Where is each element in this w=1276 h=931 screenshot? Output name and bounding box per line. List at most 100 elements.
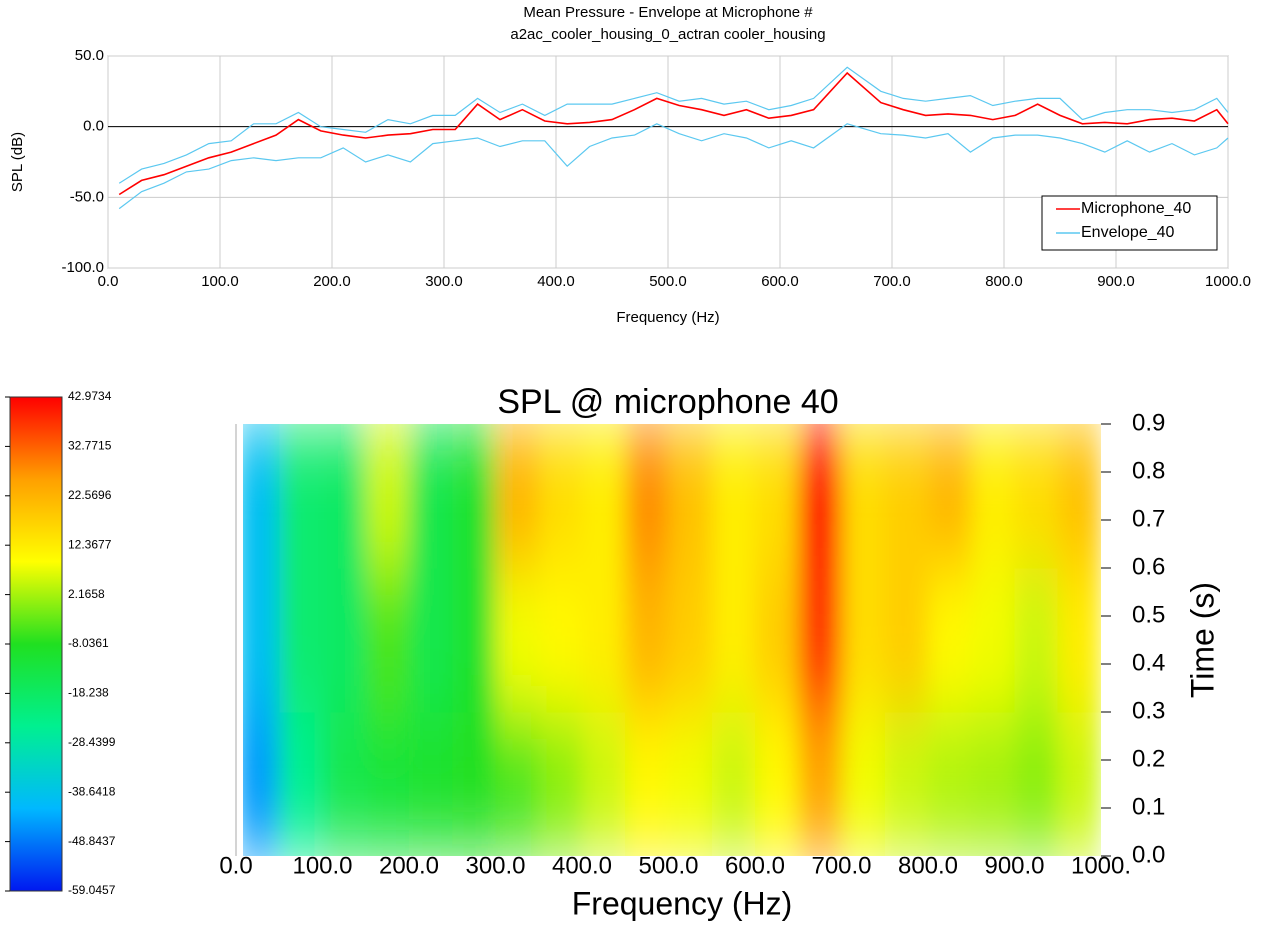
heatmap-cell <box>971 568 1015 713</box>
x-tick-label: 300.0 <box>465 852 525 879</box>
y-axis-label: Time (s) <box>1184 582 1220 698</box>
colorbar <box>9 396 63 892</box>
heatmap-cell <box>841 424 886 569</box>
x-tick-label: 500.0 <box>638 852 698 879</box>
y-tick-label: 0.3 <box>1132 697 1165 724</box>
heatmap-cell <box>711 424 756 569</box>
heatmap-cell <box>711 568 756 713</box>
x-tick-label: 500.0 <box>649 273 687 290</box>
heatmap-cell <box>409 424 453 569</box>
heatmap-cell <box>884 712 929 856</box>
series-line <box>118 66 1229 184</box>
y-tick-label: -100.0 <box>61 259 104 276</box>
y-tick-label: 0.0 <box>1132 841 1165 868</box>
heatmap-cell <box>365 424 410 569</box>
heatmap-cell <box>495 568 540 713</box>
y-tick-label: 0.8 <box>1132 457 1165 484</box>
x-tick-label: 800.0 <box>985 273 1023 290</box>
colorbar-tick-label: -18.238 <box>68 686 109 700</box>
legend-box <box>1041 195 1218 251</box>
x-tick-label: 300.0 <box>425 273 463 290</box>
x-tick-label: 700.0 <box>873 273 911 290</box>
heatmap-cell <box>884 568 929 713</box>
heatmap-cell <box>755 568 799 713</box>
colorbar-tick-label: 2.1658 <box>68 587 105 601</box>
x-axis-label: Frequency (Hz) <box>572 885 793 921</box>
heatmap-cell <box>582 568 626 713</box>
x-tick-label: 600.0 <box>725 852 785 879</box>
x-axis-label: Frequency (Hz) <box>616 309 719 326</box>
heatmap-cell <box>243 568 280 713</box>
colorbar-tick-label: -48.8437 <box>68 834 116 848</box>
colorbar-tick-label: -38.6418 <box>68 784 116 798</box>
x-tick-label: 200.0 <box>379 852 439 879</box>
heatmap-cell <box>582 424 626 569</box>
heatmap-cell <box>322 712 367 856</box>
series-line <box>118 71 1229 196</box>
x-tick-label: 100.0 <box>292 852 352 879</box>
x-tick-label: 600.0 <box>761 273 799 290</box>
colorbar-tick-label: 12.3677 <box>68 537 112 551</box>
heatmap-cell <box>1057 712 1101 856</box>
y-tick-label: 0.6 <box>1132 553 1165 580</box>
heatmap-cell <box>625 568 669 713</box>
heatmap-cell <box>971 712 1015 856</box>
colorbar-tick-label: 32.7715 <box>68 439 112 453</box>
heatmap-cell <box>1057 424 1101 569</box>
heatmap-cell <box>668 568 713 713</box>
heatmap-cell <box>711 712 756 856</box>
y-tick-label: 0.4 <box>1132 649 1165 676</box>
x-tick-label: 400.0 <box>552 852 612 879</box>
heatmap-cell <box>841 568 886 713</box>
heatmap-cell <box>798 424 842 569</box>
heatmap-cell <box>279 424 323 569</box>
heatmap-cell <box>884 424 929 569</box>
heatmap-cell <box>971 424 1015 569</box>
heatmap-cell <box>1014 568 1059 713</box>
heatmap-cell <box>409 568 453 713</box>
y-tick-label: -50.0 <box>70 188 104 205</box>
heatmap-cell <box>538 568 583 713</box>
heatmap-cell <box>928 424 972 569</box>
heatmap-cell <box>495 424 540 569</box>
heatmap-cell <box>279 568 323 713</box>
x-tick-label: 900.0 <box>984 852 1044 879</box>
heatmap-cell <box>1057 568 1101 713</box>
y-tick-label: 50.0 <box>75 47 104 64</box>
x-tick-label: 1000. <box>1071 852 1131 879</box>
heatmap-cell <box>668 424 713 569</box>
heatmap-cell <box>322 424 367 569</box>
x-tick-label: 200.0 <box>313 273 351 290</box>
heatmap-cell <box>495 712 540 856</box>
y-tick-label: 0.9 <box>1132 409 1165 436</box>
heatmap-cell <box>243 712 280 856</box>
heatmap-cell <box>279 712 323 856</box>
colorbar-tick-label: 22.5696 <box>68 488 112 502</box>
chart-title: a2ac_cooler_housing_0_actran cooler_hous… <box>510 26 825 43</box>
heatmap-cell <box>243 424 280 569</box>
colorbar-tick-label: 42.9734 <box>68 389 112 403</box>
x-tick-label: 700.0 <box>811 852 871 879</box>
heatmap-cell <box>452 424 496 569</box>
heatmap-cell <box>409 712 453 856</box>
heatmap-cell <box>538 712 583 856</box>
heatmap-cell <box>625 712 669 856</box>
x-tick-label: 1000.0 <box>1205 273 1251 290</box>
heatmap-cell <box>841 712 886 856</box>
legend-label: Microphone_40 <box>1081 200 1191 217</box>
colorbar-tick-label: -8.0361 <box>68 636 109 650</box>
heatmap-cell <box>928 712 972 856</box>
heatmap-cell <box>452 712 496 856</box>
y-tick-label: 0.1 <box>1132 793 1165 820</box>
heatmap-cell <box>798 568 842 713</box>
heatmap-cell <box>798 712 842 856</box>
heatmap-cell <box>928 568 972 713</box>
colorbar-tick-label: -28.4399 <box>68 735 116 749</box>
series-line <box>118 123 1229 210</box>
x-tick-label: 100.0 <box>201 273 239 290</box>
y-axis-label: SPL (dB) <box>9 132 26 192</box>
heatmap-cell <box>668 712 713 856</box>
heatmap-cell <box>625 424 669 569</box>
heatmap-cell <box>755 424 799 569</box>
